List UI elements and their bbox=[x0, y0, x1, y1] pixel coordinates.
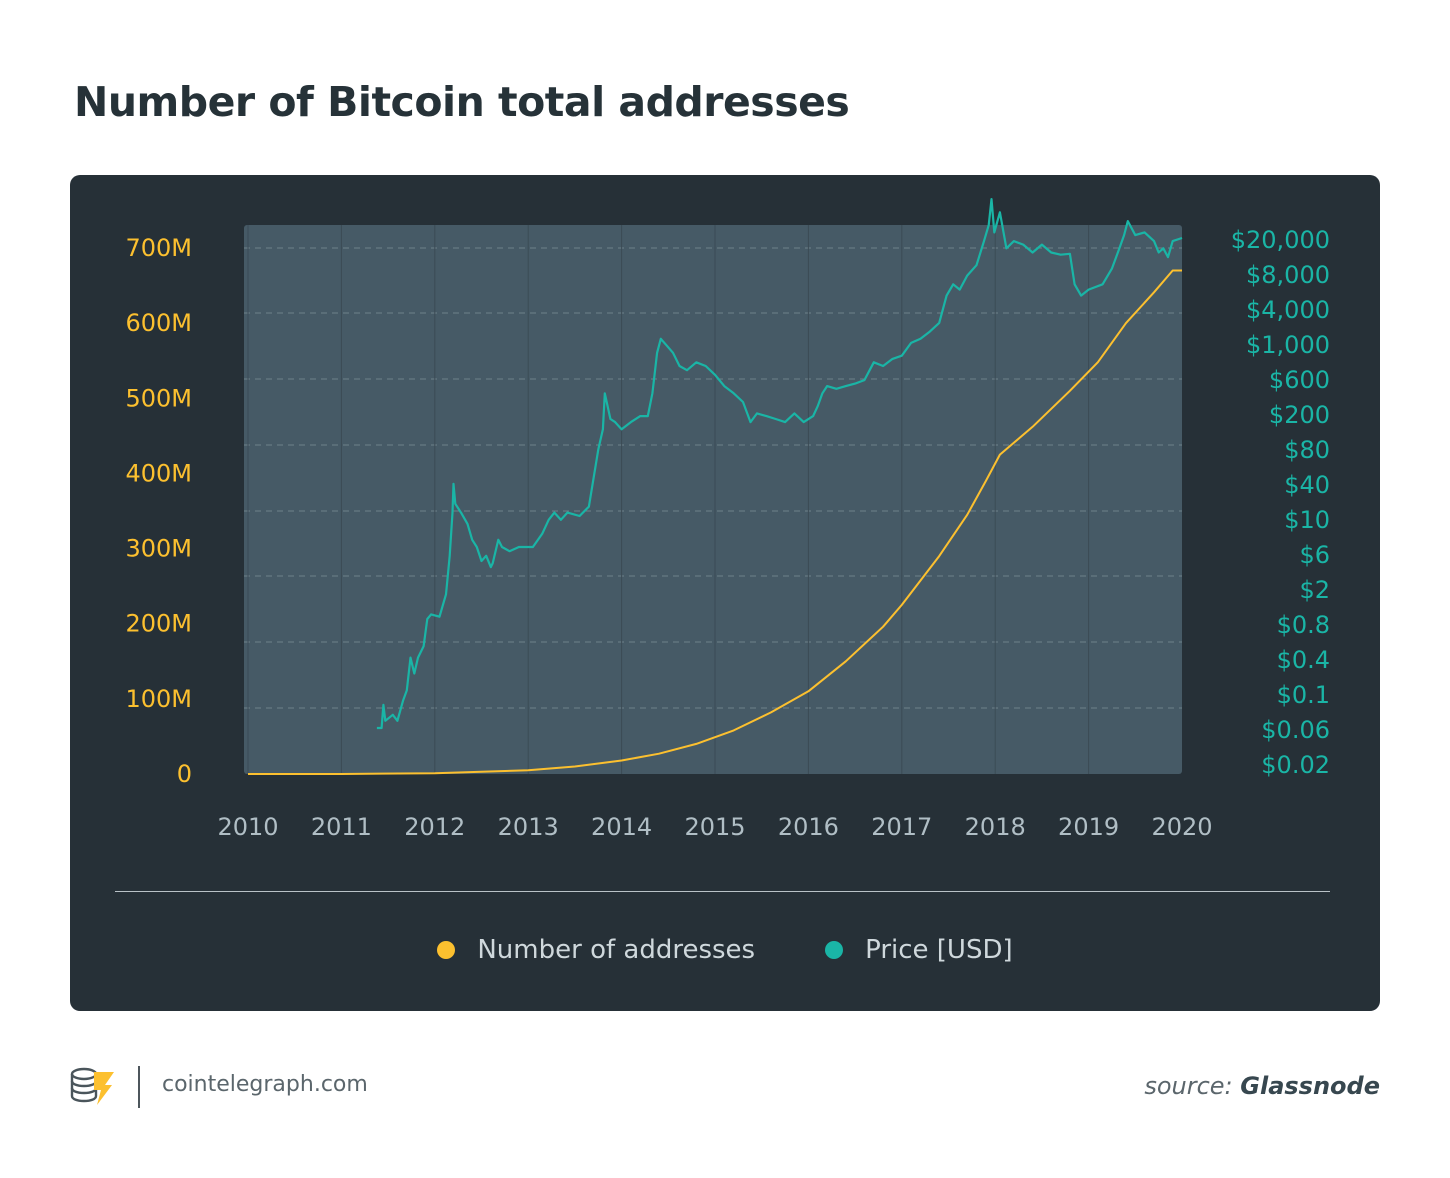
source-prefix: source: bbox=[1144, 1072, 1233, 1100]
right-tick-label: $0.1 bbox=[1277, 681, 1330, 709]
page-title: Number of Bitcoin total addresses bbox=[74, 78, 850, 126]
right-axis: $0.02 $0.06 $0.1 $0.4 $0.8 $2 $6 $10 $40 $80 $200 $… bbox=[1231, 226, 1330, 779]
price-line bbox=[376, 198, 1183, 730]
grid bbox=[244, 225, 1182, 774]
x-tick-label: 2011 bbox=[311, 813, 372, 841]
right-tick-label: $2 bbox=[1299, 576, 1330, 604]
addresses-line bbox=[248, 269, 1182, 775]
chart: 0 100M 200M 300M 400M 500M 600M 700M $0.02 $0.06… bbox=[125, 198, 1330, 841]
legend: Number of addresses Price [USD] bbox=[70, 935, 1380, 965]
left-tick-label: 100M bbox=[125, 685, 192, 713]
cointelegraph-logo-icon bbox=[70, 1067, 114, 1105]
x-tick-label: 2016 bbox=[778, 813, 839, 841]
right-tick-label: $4,000 bbox=[1246, 296, 1330, 324]
footer-divider bbox=[138, 1066, 140, 1108]
legend-item-price[interactable]: Price [USD] bbox=[825, 935, 1013, 965]
footer-site-link[interactable]: cointelegraph.com bbox=[162, 1072, 368, 1097]
source-name: Glassnode bbox=[1240, 1072, 1380, 1100]
right-tick-label: $40 bbox=[1284, 471, 1330, 499]
right-tick-label: $0.4 bbox=[1277, 646, 1330, 674]
footer-source: source: Glassnode bbox=[1144, 1072, 1380, 1100]
right-tick-label: $6 bbox=[1299, 541, 1330, 569]
x-tick-label: 2014 bbox=[591, 813, 652, 841]
plot-area bbox=[244, 225, 1182, 774]
x-tick-label: 2020 bbox=[1151, 813, 1212, 841]
right-tick-label: $8,000 bbox=[1246, 261, 1330, 289]
legend-divider bbox=[115, 891, 1330, 892]
left-tick-label: 600M bbox=[125, 309, 192, 337]
right-tick-label: $200 bbox=[1269, 401, 1330, 429]
right-tick-label: $0.02 bbox=[1261, 751, 1330, 779]
chart-panel: 0 100M 200M 300M 400M 500M 600M 700M $0.02 $0.06… bbox=[70, 175, 1380, 1011]
left-tick-label: 500M bbox=[125, 384, 192, 412]
x-tick-label: 2010 bbox=[217, 813, 278, 841]
series bbox=[248, 198, 1183, 775]
x-tick-label: 2015 bbox=[684, 813, 745, 841]
right-tick-label: $80 bbox=[1284, 436, 1330, 464]
x-tick-label: 2012 bbox=[404, 813, 465, 841]
legend-label-price: Price [USD] bbox=[865, 935, 1013, 965]
right-tick-label: $0.06 bbox=[1261, 716, 1330, 744]
left-tick-label: 300M bbox=[125, 535, 192, 563]
right-tick-label: $600 bbox=[1269, 366, 1330, 394]
left-tick-label: 200M bbox=[125, 610, 192, 638]
x-tick-label: 2017 bbox=[871, 813, 932, 841]
left-tick-label: 0 bbox=[177, 760, 192, 788]
right-tick-label: $20,000 bbox=[1231, 226, 1330, 254]
price-dot-icon bbox=[825, 941, 844, 959]
addresses-dot-icon bbox=[437, 941, 456, 959]
left-tick-label: 700M bbox=[125, 234, 192, 262]
right-tick-label: $10 bbox=[1284, 506, 1330, 534]
x-tick-label: 2018 bbox=[965, 813, 1026, 841]
right-tick-label: $1,000 bbox=[1246, 331, 1330, 359]
legend-item-addresses[interactable]: Number of addresses bbox=[437, 935, 755, 965]
x-axis: 2010 2011 2012 2013 2014 2015 2016 2017 2018 2019… bbox=[217, 813, 1212, 841]
legend-label-addresses: Number of addresses bbox=[477, 935, 756, 965]
x-tick-label: 2013 bbox=[498, 813, 559, 841]
x-tick-label: 2019 bbox=[1058, 813, 1119, 841]
left-axis: 0 100M 200M 300M 400M 500M 600M 700M bbox=[125, 234, 192, 788]
left-tick-label: 400M bbox=[125, 459, 192, 487]
right-tick-label: $0.8 bbox=[1277, 611, 1330, 639]
